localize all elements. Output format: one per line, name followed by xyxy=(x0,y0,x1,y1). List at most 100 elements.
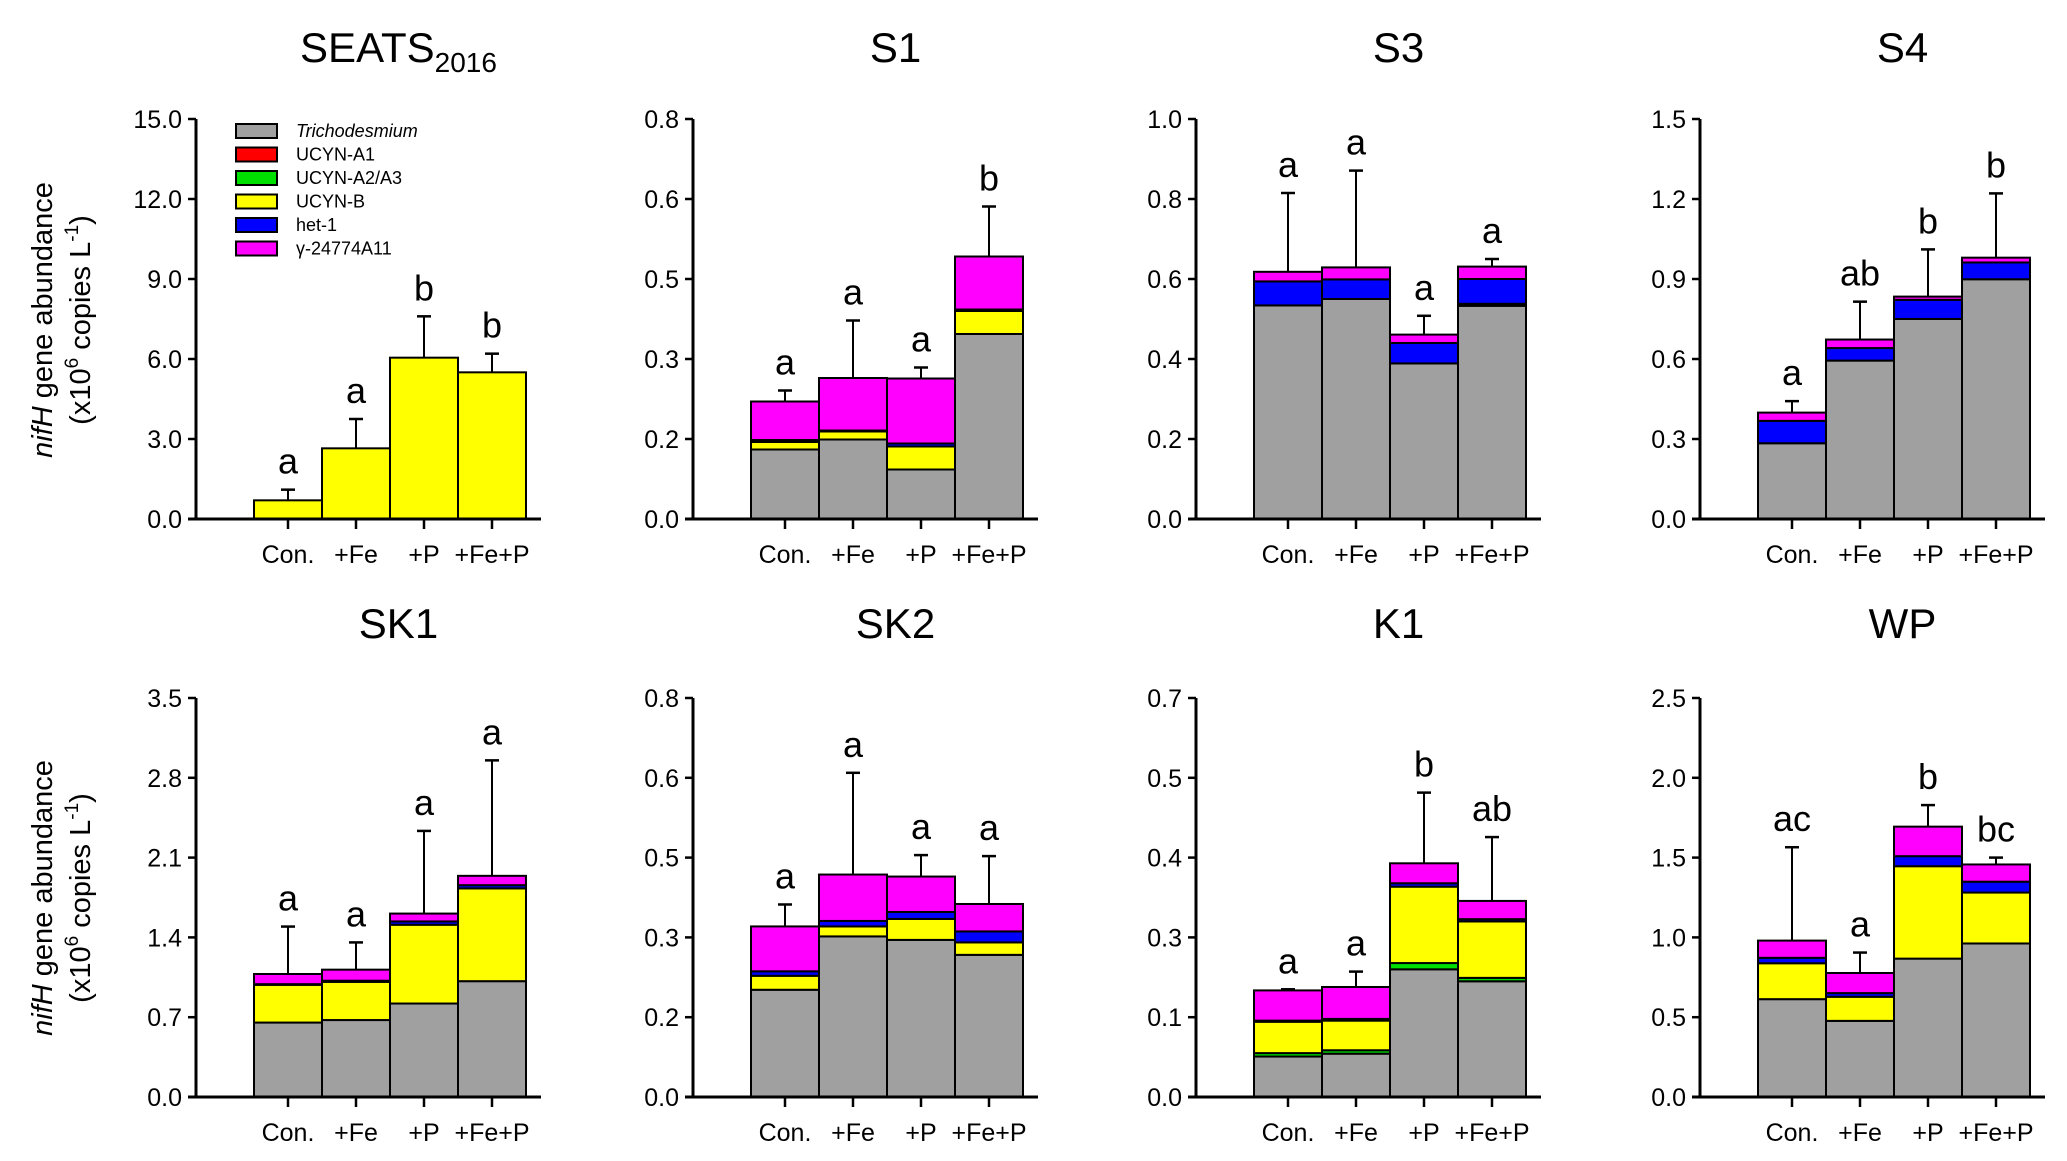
x-tick-label: +P xyxy=(1912,1119,1943,1147)
bar-segment-het-1 xyxy=(886,910,956,920)
y-axis-label-bottom: nifH gene abundance (x106 copies L-1) xyxy=(27,760,97,1036)
panel-title: SK1 xyxy=(359,600,438,647)
x-tick-label: +P xyxy=(1408,541,1439,569)
y-tick-label: 0.4 xyxy=(1147,346,1182,374)
legend-item: UCYN-A2/A3 xyxy=(235,168,402,188)
y-tick-label: 0.5 xyxy=(1147,765,1182,793)
panel-title: K1 xyxy=(1373,600,1424,647)
y-tick-label: 0.8 xyxy=(1147,186,1182,214)
y-tick-label: 0.7 xyxy=(1147,685,1182,713)
bar-segment-ucyn-b xyxy=(1893,865,1963,960)
bar-segment-ucyn-b xyxy=(1321,1019,1391,1052)
bar-segment-het-1 xyxy=(1757,419,1827,445)
bar-segment-trichodesmium xyxy=(818,438,888,520)
y-tick-label: 2.0 xyxy=(1651,765,1686,793)
legend-swatch xyxy=(235,193,278,210)
x-tick-label: +Fe xyxy=(334,541,378,569)
y-tick-label: 0.4 xyxy=(1147,845,1182,873)
significance-letter: b xyxy=(414,267,434,308)
bar-segment--24774a11 xyxy=(1893,295,1963,301)
significance-letter: a xyxy=(843,272,864,313)
bar-segment-ucyn-b xyxy=(954,310,1024,335)
significance-letter: a xyxy=(1482,210,1503,251)
bar-segment-ucyn-b xyxy=(389,356,459,520)
significance-letter: a xyxy=(346,893,367,934)
bar-segment-trichodesmium xyxy=(1253,1055,1323,1099)
y-tick-label: 0.0 xyxy=(644,1084,679,1112)
panel-title-main: SK2 xyxy=(856,600,935,647)
x-tick-label: +P xyxy=(408,1119,439,1147)
bar-segment-trichodesmium xyxy=(389,1002,459,1099)
y-tick-label: 0.2 xyxy=(644,1004,679,1032)
bar-segment-trichodesmium xyxy=(1253,304,1323,520)
significance-letter: b xyxy=(1986,144,2006,185)
significance-letter: b xyxy=(1918,200,1938,241)
bar-segment-trichodesmium xyxy=(1893,318,1963,520)
bar-segment-het-1 xyxy=(1961,880,2031,894)
y-tick-label: 0.5 xyxy=(644,266,679,294)
bar-segment-het-1 xyxy=(1253,280,1323,307)
significance-letter: ac xyxy=(1773,798,1811,839)
y-tick-label: 0.0 xyxy=(1147,506,1182,534)
y-tick-label: 1.2 xyxy=(1651,186,1686,214)
bar-segment-ucyn-b xyxy=(1757,962,1827,1001)
y-tick-label: 0.3 xyxy=(1651,426,1686,454)
significance-letter: a xyxy=(911,806,932,847)
x-tick-label: +Fe xyxy=(831,1119,875,1147)
legend-swatch xyxy=(235,123,278,139)
x-tick-label: +Fe xyxy=(1334,541,1378,569)
significance-letter: bc xyxy=(1977,809,2015,850)
legend-label: het-1 xyxy=(296,215,337,235)
significance-letter: a xyxy=(911,319,932,360)
bar-segment-ucyn-b xyxy=(750,974,820,991)
x-tick-label: +Fe xyxy=(1838,1119,1882,1147)
significance-letter: a xyxy=(414,782,435,823)
legend-swatch xyxy=(235,146,278,163)
bar-segment-ucyn-b xyxy=(750,441,820,451)
significance-letter: a xyxy=(1278,144,1299,185)
bar-segment-trichodesmium xyxy=(886,938,956,1098)
bar-segment--24774a11 xyxy=(1253,989,1323,1022)
bar-segment-ucyn-b xyxy=(321,447,391,521)
x-tick-label: +Fe+P xyxy=(951,1119,1026,1147)
bar-segment--24774a11 xyxy=(253,972,323,986)
significance-letter: a xyxy=(346,370,367,411)
legend-label: γ-24774A11 xyxy=(296,239,392,259)
bar-segment--24774a11 xyxy=(1893,825,1963,858)
y-tick-label: 15.0 xyxy=(133,106,182,134)
significance-letter: a xyxy=(843,724,864,765)
y-tick-label: 3.5 xyxy=(147,685,182,713)
x-tick-label: Con. xyxy=(262,1119,315,1147)
bar-segment--24774a11 xyxy=(1961,863,2031,883)
y-tick-label: 6.0 xyxy=(147,346,182,374)
y-tick-label: 0.3 xyxy=(644,346,679,374)
bar-segment-ucyn-b xyxy=(321,980,391,1022)
bar-segment-trichodesmium xyxy=(1961,942,2031,1098)
panel-title: SEATS2016 xyxy=(300,24,497,78)
y-tick-label: 0.0 xyxy=(1147,1084,1182,1112)
legend-label: UCYN-A2/A3 xyxy=(296,168,402,188)
bar-segment--24774a11 xyxy=(1825,971,1895,995)
legend: Trichodesmium UCYN-A1 UCYN-A2/A3 UCYN-B het-… xyxy=(235,121,418,259)
bar-segment-trichodesmium xyxy=(1321,298,1391,520)
panel-k1: K1 a Con. a +Fe b +P ab +Fe+P 0.0 0.1 0.3 0.4 0.5 0.7 xyxy=(1147,600,1541,1147)
bar-segment-trichodesmium xyxy=(253,1021,323,1098)
bar-segment-ucyn-b xyxy=(457,887,527,983)
significance-letter: a xyxy=(1414,267,1435,308)
x-tick-label: +Fe xyxy=(1334,1119,1378,1147)
x-tick-label: +P xyxy=(1912,541,1943,569)
x-tick-label: Con. xyxy=(1262,541,1315,569)
bar-segment-het-1 xyxy=(1457,278,1527,305)
legend-swatch xyxy=(235,170,278,186)
legend-item: γ-24774A11 xyxy=(235,239,392,259)
bar-segment--24774a11 xyxy=(1457,899,1527,921)
bar-segment-trichodesmium xyxy=(1389,968,1459,1099)
bar-segment-ucyn-b xyxy=(818,925,888,938)
y-tick-label: 0.8 xyxy=(644,106,679,134)
significance-letter: ab xyxy=(1472,788,1512,829)
y-tick-label: 0.5 xyxy=(1651,1004,1686,1032)
bar-segment-het-1 xyxy=(1961,261,2031,281)
legend-item: UCYN-B xyxy=(235,192,365,212)
panel-seats: SEATS2016 a Con. a +Fe b +P b +Fe+P 0.0 3.0 6.0 9.0 1… xyxy=(133,24,541,569)
